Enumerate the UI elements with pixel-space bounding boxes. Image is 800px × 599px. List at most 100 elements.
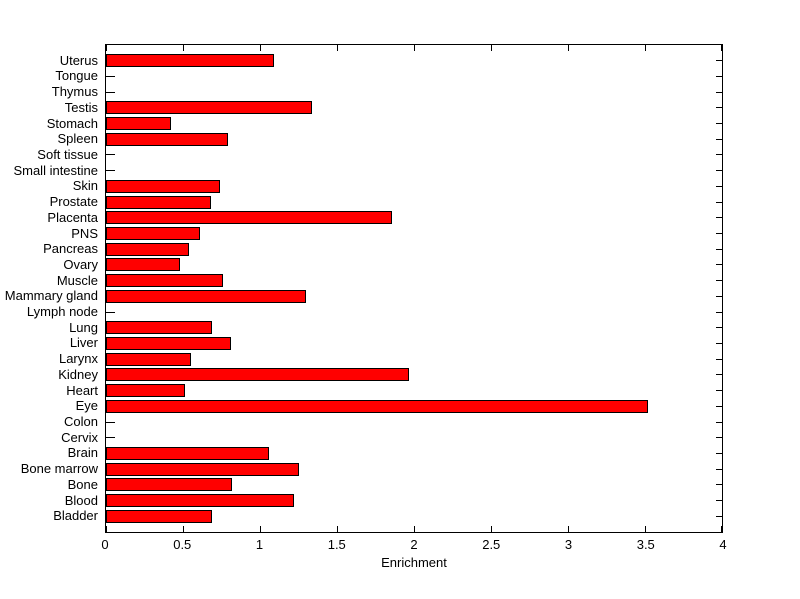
y-tick-label: Mammary gland: [4, 288, 98, 304]
y-tick-mark-right: [716, 138, 722, 140]
y-tick-mark-right: [716, 374, 722, 376]
y-tick-mark-right: [716, 75, 722, 77]
x-tick-label: 2: [410, 537, 418, 552]
bar: [106, 321, 213, 335]
y-tick-mark-right: [716, 185, 722, 187]
x-tick-mark-bottom: [182, 526, 184, 532]
y-tick-label: Placenta: [47, 209, 98, 225]
y-tick-mark-right: [716, 484, 722, 486]
x-tick-label: 0: [101, 537, 109, 552]
y-tick-label: Uterus: [59, 52, 98, 68]
bar: [106, 195, 211, 209]
x-tick-label: 2.5: [482, 537, 501, 552]
y-tick-label: Tongue: [55, 68, 98, 84]
y-tick-label: Stomach: [46, 115, 98, 131]
x-tick-mark-top: [182, 45, 184, 51]
bar: [106, 399, 649, 413]
y-tick-mark-right: [716, 154, 722, 156]
y-tick-label: Ovary: [63, 256, 98, 272]
bar: [106, 478, 233, 492]
x-tick-label: 3.5: [636, 537, 655, 552]
y-tick-label: PNS: [71, 225, 98, 241]
bar: [106, 101, 313, 115]
y-tick-mark-left: [106, 437, 115, 439]
y-tick-label: Liver: [69, 335, 98, 351]
y-tick-mark-right: [716, 358, 722, 360]
y-tick-mark-right: [716, 515, 722, 517]
bar: [106, 227, 200, 241]
y-tick-label: Heart: [66, 382, 98, 398]
y-tick-mark-left: [106, 154, 115, 156]
y-tick-label: Muscle: [56, 272, 98, 288]
bar: [106, 242, 190, 256]
bar: [106, 509, 213, 523]
x-tick-mark-top: [336, 45, 338, 51]
bar: [106, 462, 299, 476]
x-tick-mark-top: [413, 45, 415, 51]
plot-area: [105, 44, 723, 533]
x-tick-label: 3: [564, 537, 573, 552]
x-tick-label: 0.5: [173, 537, 192, 552]
y-tick-mark-right: [716, 390, 722, 392]
y-tick-label: Bone marrow: [20, 461, 98, 477]
y-tick-label: Cervix: [61, 429, 98, 445]
y-tick-mark-right: [716, 248, 722, 250]
y-tick-mark-left: [106, 170, 115, 172]
y-tick-mark-right: [716, 342, 722, 344]
y-tick-mark-right: [716, 327, 722, 329]
y-tick-label: Pancreas: [43, 241, 98, 257]
y-tick-mark-right: [716, 264, 722, 266]
x-tick-mark-top: [259, 45, 261, 51]
y-tick-mark-right: [716, 437, 722, 439]
x-tick-mark-bottom: [567, 526, 569, 532]
bar: [106, 352, 191, 366]
y-tick-label: Soft tissue: [37, 146, 98, 162]
x-tick-mark-bottom: [259, 526, 261, 532]
y-tick-label: Prostate: [49, 194, 98, 210]
y-tick-label: Thymus: [51, 84, 98, 100]
y-tick-mark-right: [716, 468, 722, 470]
bar: [106, 336, 231, 350]
y-tick-label: Bone: [67, 476, 98, 492]
y-tick-label: Larynx: [58, 351, 98, 367]
bar: [106, 274, 224, 288]
x-tick-mark-bottom: [336, 526, 338, 532]
bar: [106, 117, 171, 131]
y-tick-mark-right: [716, 123, 722, 125]
y-tick-label: Skin: [72, 178, 98, 194]
y-tick-mark-right: [716, 217, 722, 219]
y-tick-mark-right: [716, 233, 722, 235]
x-tick-label: 1.5: [327, 537, 346, 552]
y-tick-label: Colon: [64, 414, 98, 430]
y-tick-mark-right: [716, 107, 722, 109]
x-tick-mark-top: [490, 45, 492, 51]
x-tick-mark-bottom: [106, 526, 107, 532]
bar: [106, 368, 410, 382]
bar: [106, 289, 307, 303]
y-tick-mark-right: [716, 452, 722, 454]
x-tick-mark-bottom: [721, 526, 722, 532]
y-tick-mark-left: [106, 91, 115, 93]
x-tick-mark-top: [106, 45, 107, 51]
bar: [106, 179, 220, 193]
y-tick-label: Testis: [64, 99, 98, 115]
y-tick-mark-right: [716, 91, 722, 93]
y-tick-mark-right: [716, 280, 722, 282]
x-tick-mark-bottom: [413, 526, 415, 532]
x-tick-mark-bottom: [644, 526, 646, 532]
bar: [106, 384, 185, 398]
bar: [106, 54, 274, 68]
y-tick-label: Blood: [64, 492, 98, 508]
y-tick-label: Kidney: [58, 366, 98, 382]
bar: [106, 446, 270, 460]
x-tick-mark-top: [644, 45, 646, 51]
y-tick-mark-right: [716, 500, 722, 502]
y-tick-mark-right: [716, 201, 722, 203]
y-tick-label: Small intestine: [13, 162, 98, 178]
y-tick-mark-right: [716, 60, 722, 62]
bar: [106, 132, 228, 146]
y-tick-label: Lymph node: [26, 304, 98, 320]
y-tick-mark-left: [106, 421, 115, 423]
y-tick-mark-right: [716, 295, 722, 297]
